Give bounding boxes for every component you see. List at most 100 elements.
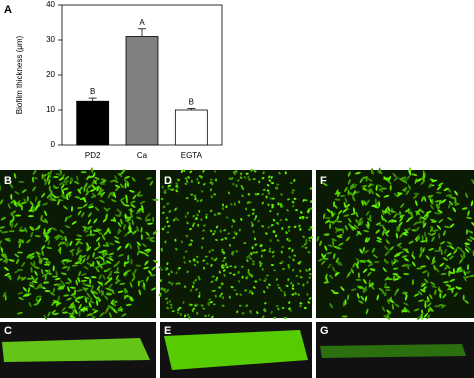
cell xyxy=(411,279,414,286)
cell xyxy=(359,260,366,263)
cell xyxy=(325,273,328,280)
cell xyxy=(342,208,348,213)
cell xyxy=(221,264,225,267)
cell xyxy=(93,294,98,300)
cell xyxy=(51,227,57,231)
cell xyxy=(49,169,53,176)
cell xyxy=(266,189,270,192)
cell xyxy=(105,267,112,272)
panel-label: D xyxy=(164,175,172,187)
cell xyxy=(0,226,6,229)
cell xyxy=(33,266,40,269)
x-tick-label: PD2 xyxy=(85,151,101,160)
cell xyxy=(32,176,39,180)
cell xyxy=(461,207,468,210)
cell xyxy=(186,211,189,215)
cell xyxy=(343,214,350,217)
cell xyxy=(214,169,217,173)
cell xyxy=(186,270,189,274)
cell xyxy=(194,279,197,282)
cell xyxy=(32,169,37,175)
cell xyxy=(359,177,364,184)
cell xyxy=(276,239,280,242)
cell xyxy=(389,184,392,191)
cell xyxy=(71,250,74,257)
cell xyxy=(17,291,24,295)
cell xyxy=(291,287,295,290)
cell xyxy=(383,315,389,319)
cell xyxy=(414,178,418,185)
cell xyxy=(175,186,179,189)
cell xyxy=(144,260,149,266)
cell xyxy=(355,278,362,281)
cell xyxy=(416,267,423,270)
significance-label: A xyxy=(139,18,145,27)
cell xyxy=(298,260,302,263)
cell xyxy=(90,194,97,199)
cell xyxy=(288,229,291,233)
cell xyxy=(223,256,227,260)
cell xyxy=(430,225,434,232)
cell xyxy=(245,304,248,308)
cell xyxy=(0,229,4,234)
cell xyxy=(263,290,266,294)
cell xyxy=(13,172,17,179)
cell xyxy=(367,178,373,182)
cell xyxy=(281,306,285,310)
cell xyxy=(118,211,122,217)
cell xyxy=(411,261,416,267)
cell xyxy=(149,274,156,277)
cell xyxy=(196,311,199,315)
cell xyxy=(180,170,183,173)
cell xyxy=(56,283,63,287)
cell xyxy=(2,258,8,263)
cell xyxy=(67,312,74,316)
cell xyxy=(304,246,308,249)
cell xyxy=(243,176,247,179)
cell xyxy=(287,225,291,229)
cell xyxy=(336,228,343,231)
cell xyxy=(234,170,238,173)
cell xyxy=(358,217,363,223)
cell xyxy=(165,267,168,271)
cell xyxy=(252,286,256,289)
cell xyxy=(87,212,92,218)
cell xyxy=(50,189,53,196)
cell xyxy=(444,225,450,229)
bar xyxy=(174,109,208,146)
cell xyxy=(364,249,369,254)
cell xyxy=(159,279,162,282)
significance-label: B xyxy=(90,87,95,96)
cell xyxy=(152,198,159,201)
cell xyxy=(184,250,188,253)
cell xyxy=(200,218,203,222)
cell xyxy=(367,183,373,188)
x-tick-label: Ca xyxy=(137,151,148,160)
cell xyxy=(231,251,235,254)
cell xyxy=(142,285,146,291)
cell xyxy=(35,205,38,211)
cell xyxy=(384,208,388,214)
cell xyxy=(170,306,173,309)
cell xyxy=(107,228,111,235)
cell xyxy=(338,242,344,246)
cell xyxy=(67,214,73,219)
cell xyxy=(353,224,359,229)
cell xyxy=(160,268,164,271)
cell xyxy=(346,294,350,301)
cell xyxy=(139,251,145,254)
cell xyxy=(115,279,121,284)
cell xyxy=(422,170,426,176)
cell xyxy=(60,194,65,200)
cell xyxy=(267,191,271,195)
cell xyxy=(40,214,43,221)
cell xyxy=(88,302,92,308)
cell xyxy=(254,237,257,241)
cell xyxy=(445,284,452,287)
cell xyxy=(413,194,418,200)
cell xyxy=(117,290,124,294)
cell xyxy=(128,224,132,231)
cell xyxy=(398,177,404,182)
cell xyxy=(200,190,204,193)
cell xyxy=(160,197,164,200)
